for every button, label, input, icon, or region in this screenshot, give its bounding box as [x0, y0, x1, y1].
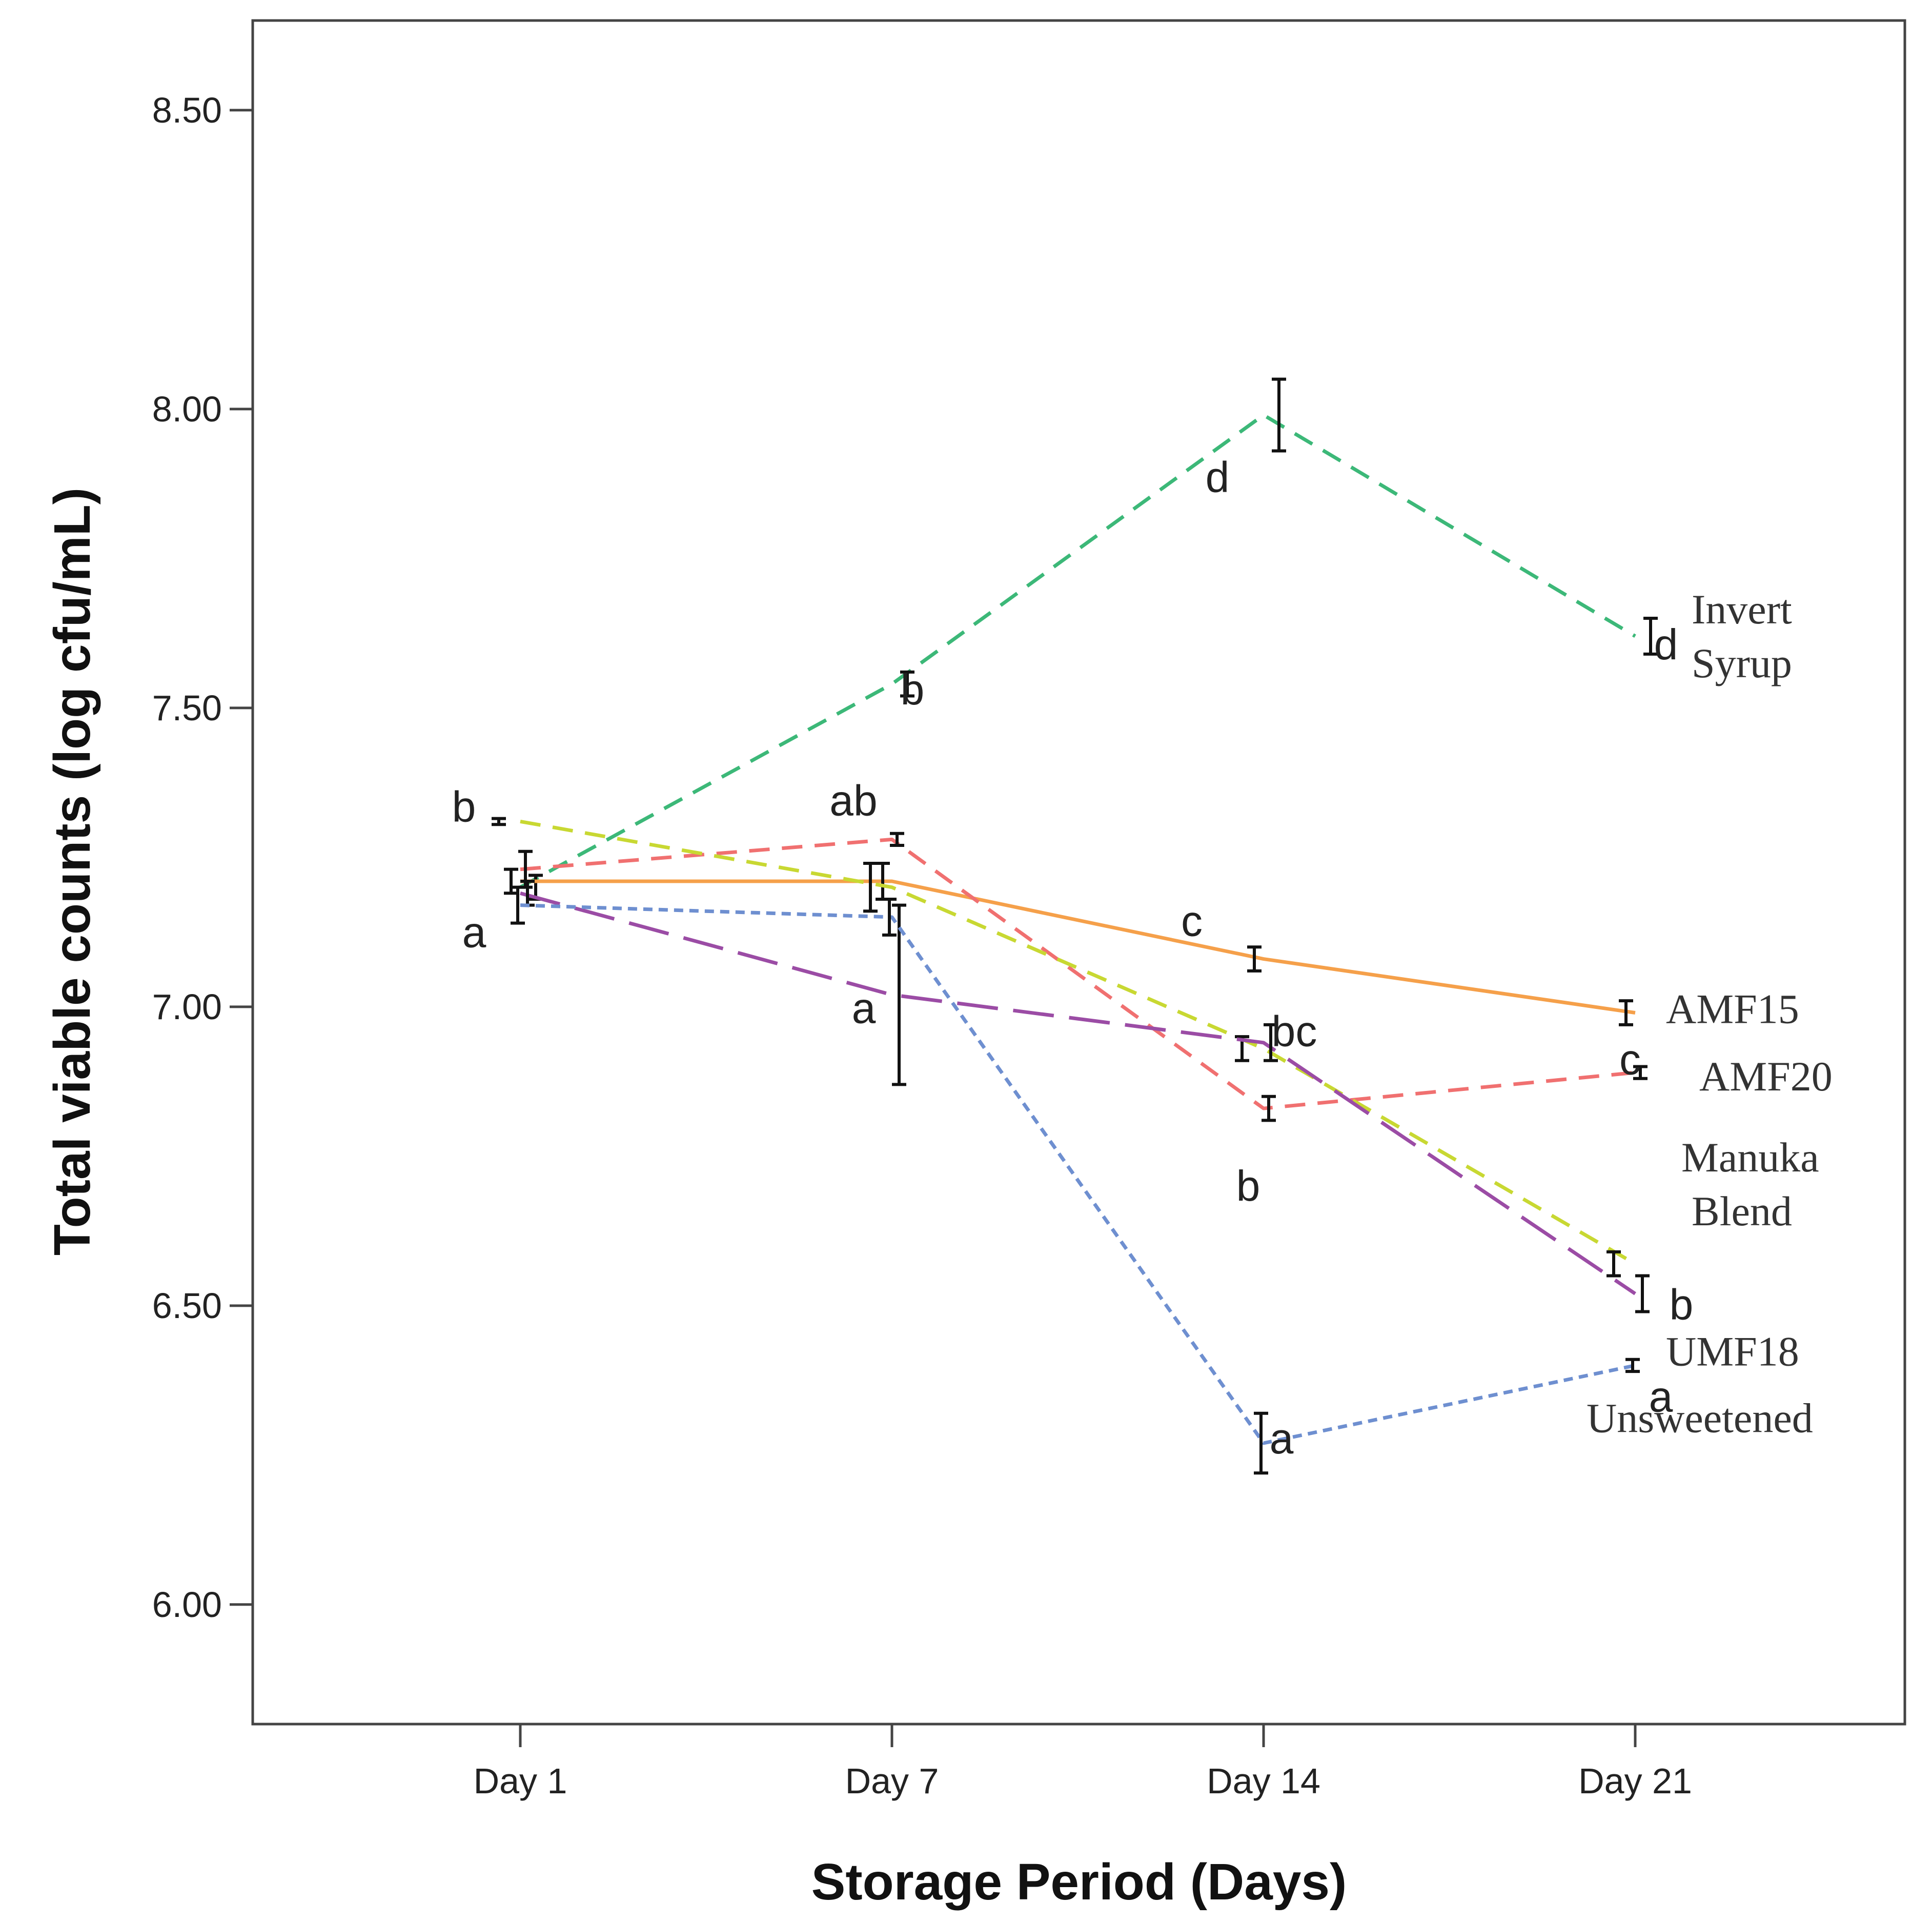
y-tick-label: 6.00 — [152, 1585, 222, 1625]
significance-letter: bc — [1272, 1007, 1317, 1055]
error-bar — [892, 903, 906, 1086]
series-amf15 — [504, 862, 1636, 1026]
series-manuka-blend — [492, 817, 1636, 1278]
x-axis: Day 1 Day 7 Day 14 Day 21 — [474, 1724, 1692, 1801]
series-line — [520, 903, 1636, 1445]
plot-frame — [251, 19, 1906, 1726]
series-name-label: Invert Syrup — [1692, 586, 1792, 686]
significance-letter: b — [1670, 1281, 1694, 1329]
y-tick-label: 6.50 — [152, 1286, 222, 1326]
x-tick-label: Day 21 — [1578, 1761, 1692, 1801]
x-tick-label: Day 14 — [1207, 1761, 1320, 1801]
significance-letter: c — [1619, 1036, 1641, 1084]
error-bar — [1254, 1411, 1268, 1475]
error-bar — [890, 832, 904, 847]
y-tick-label: 7.50 — [152, 688, 222, 728]
significance-letter: d — [1654, 620, 1678, 669]
error-bar — [511, 885, 525, 925]
series-line — [520, 837, 1636, 1110]
series-umf18 — [520, 879, 1650, 1313]
error-bar — [1625, 1358, 1640, 1373]
significance-letter: d — [1206, 453, 1230, 501]
error-bar — [1264, 1023, 1278, 1062]
series-line — [520, 891, 1636, 1296]
y-tick-label: 8.00 — [152, 389, 222, 429]
significance-letter: b — [901, 665, 925, 714]
significance-letter: ab — [829, 777, 877, 825]
error-bar — [863, 862, 878, 913]
error-bar — [492, 817, 506, 826]
series-line — [520, 819, 1636, 1266]
series-name-label: Manuka Blend — [1681, 1134, 1819, 1234]
significance-letter: a — [1270, 1414, 1294, 1463]
error-bar — [1606, 1250, 1621, 1278]
y-axis: 6.00 6.50 7.00 7.50 8.00 8.50 — [152, 90, 253, 1625]
x-tick-label: Day 1 — [474, 1761, 567, 1801]
error-bar — [1619, 999, 1633, 1026]
series-name-label: AMF20 — [1699, 1053, 1833, 1100]
error-bar — [504, 867, 518, 895]
series-unsweetened — [511, 885, 1640, 1475]
error-bar — [1643, 616, 1658, 656]
significance-letter: b — [1236, 1162, 1260, 1210]
error-bar — [900, 670, 914, 698]
significance-letter: a — [852, 984, 876, 1033]
series-name-label: Unsweetened — [1587, 1394, 1813, 1441]
series-layer — [492, 377, 1658, 1475]
y-axis-title: Total viable counts (log cfu/mL) — [44, 488, 101, 1256]
error-bar — [1272, 377, 1286, 453]
series-line — [519, 413, 1636, 889]
error-bar — [1635, 1274, 1650, 1313]
y-tick-label: 8.50 — [152, 90, 222, 130]
significance-letter: a — [1649, 1372, 1673, 1421]
series-amf20 — [518, 832, 1648, 1122]
x-axis-title: Storage Period (Days) — [811, 1853, 1347, 1911]
series-name-label: AMF15 — [1666, 986, 1799, 1033]
error-bar — [1247, 945, 1262, 973]
significance-letter: c — [1181, 897, 1203, 945]
significance-letter: b — [452, 782, 476, 831]
error-bar — [1262, 1095, 1276, 1122]
x-tick-label: Day 7 — [845, 1761, 939, 1801]
y-tick-label: 7.00 — [152, 987, 222, 1027]
series-name-label: UMF18 — [1666, 1328, 1799, 1375]
error-bar — [882, 897, 897, 937]
series-line — [520, 879, 1636, 1015]
significance-letter: a — [462, 908, 486, 956]
error-bar — [1633, 1065, 1648, 1080]
